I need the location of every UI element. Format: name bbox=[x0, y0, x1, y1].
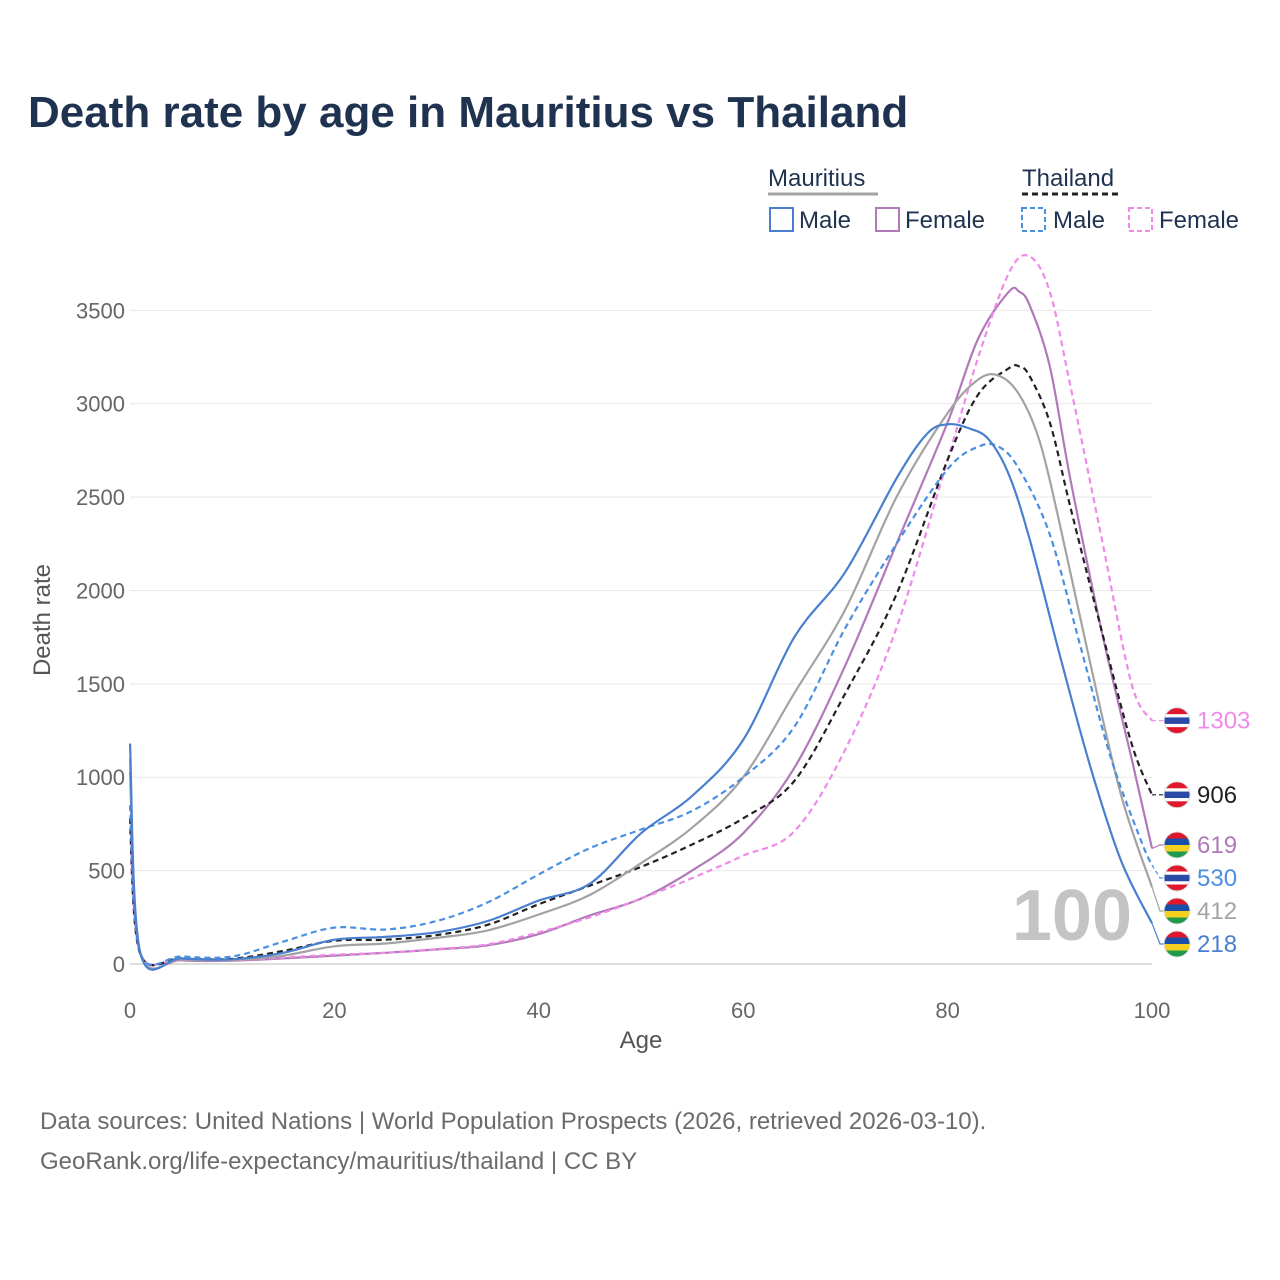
legend-swatch-mauritius-female bbox=[875, 207, 900, 232]
end-value-label: 530 bbox=[1197, 865, 1237, 892]
grid bbox=[130, 309, 1152, 872]
mauritius-flag-icon bbox=[1163, 897, 1191, 925]
end-value-label: 906 bbox=[1197, 782, 1237, 809]
x-tick-label: 20 bbox=[322, 998, 346, 1023]
chart-title: Death rate by age in Mauritius vs Thaila… bbox=[28, 88, 909, 137]
source-line-2[interactable]: GeoRank.org/life-expectancy/mauritius/th… bbox=[40, 1148, 638, 1175]
x-tick-label: 0 bbox=[124, 998, 136, 1023]
series-line-thailand-male bbox=[128, 442, 1153, 966]
series-line-mauritius-total bbox=[128, 373, 1154, 971]
legend-group-mauritius: Mauritius bbox=[768, 165, 865, 192]
end-labels: 1303 906 619 530 412 218 bbox=[1151, 707, 1250, 958]
series-line-mauritius-male bbox=[128, 422, 1153, 971]
x-tick-label: 40 bbox=[527, 998, 551, 1023]
legend-group-thailand: Thailand bbox=[1022, 165, 1114, 192]
y-tick-label: 3000 bbox=[76, 392, 125, 417]
mauritius-flag-icon bbox=[1163, 930, 1191, 958]
y-axis-ticks: 0 500 1000 1500 2000 2500 3000 3500 bbox=[76, 298, 125, 977]
x-axis-label: Age bbox=[620, 1027, 663, 1054]
y-tick-label: 1000 bbox=[76, 765, 125, 790]
legend-swatch-mauritius-male bbox=[769, 207, 794, 232]
y-tick-label: 0 bbox=[113, 952, 125, 977]
y-axis-label: Death rate bbox=[29, 564, 56, 676]
legend-swatch-thailand-male bbox=[1021, 207, 1046, 232]
source-line-1: Data sources: United Nations | World Pop… bbox=[40, 1108, 987, 1135]
legend-label-thailand-female: Female bbox=[1159, 207, 1239, 234]
legend-label-mauritius-female: Female bbox=[905, 207, 985, 234]
x-tick-label: 60 bbox=[731, 998, 755, 1023]
legend-label-thailand-male: Male bbox=[1053, 207, 1105, 234]
end-label-connector bbox=[1151, 864, 1166, 879]
end-value-label: 619 bbox=[1197, 832, 1237, 859]
series-line-thailand-female bbox=[128, 254, 1153, 966]
thailand-flag-icon bbox=[1163, 707, 1191, 735]
thailand-flag-icon bbox=[1163, 781, 1191, 809]
legend: Mauritius Thailand Male Female Male Fema… bbox=[768, 165, 1239, 234]
end-value-label: 412 bbox=[1197, 898, 1237, 925]
y-tick-label: 2000 bbox=[76, 578, 125, 603]
x-axis-ticks: 0 20 40 60 80 100 bbox=[124, 998, 1170, 1023]
series-line-mauritius-female bbox=[128, 286, 1154, 970]
y-tick-label: 3500 bbox=[76, 298, 125, 323]
x-tick-label: 80 bbox=[935, 998, 959, 1023]
end-value-label: 1303 bbox=[1197, 708, 1250, 735]
thailand-flag-icon bbox=[1163, 864, 1191, 892]
series-lines bbox=[128, 254, 1154, 971]
y-tick-label: 500 bbox=[88, 859, 125, 884]
watermark-age: 100 bbox=[1012, 876, 1132, 956]
y-tick-label: 2500 bbox=[76, 485, 125, 510]
end-label-connector bbox=[1151, 886, 1166, 912]
end-value-label: 218 bbox=[1197, 931, 1237, 958]
legend-swatch-thailand-female bbox=[1128, 207, 1153, 232]
y-tick-label: 1500 bbox=[76, 672, 125, 697]
series-line-thailand-total bbox=[128, 363, 1154, 967]
mauritius-flag-icon bbox=[1163, 831, 1191, 859]
legend-label-mauritius-male: Male bbox=[799, 207, 851, 234]
x-tick-label: 100 bbox=[1134, 998, 1171, 1023]
